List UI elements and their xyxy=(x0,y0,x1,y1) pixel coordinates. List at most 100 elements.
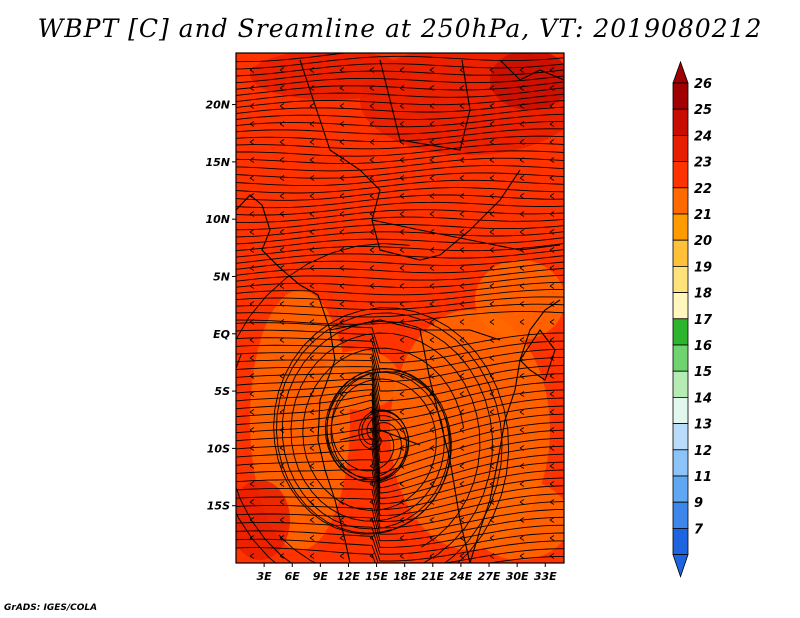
colorbar: 26 25 24 23 22 21 20 19 18 17 16 15 14 13 12 11 9 7 xyxy=(672,60,713,578)
flow-arrow xyxy=(249,499,255,505)
flow-arrow xyxy=(369,229,375,235)
colorbar-min-arrow xyxy=(672,554,689,578)
flow-arrow xyxy=(489,103,495,109)
flow-arrow xyxy=(459,427,465,433)
streamline xyxy=(236,194,564,209)
flow-arrow xyxy=(339,283,345,289)
flow-arrow xyxy=(249,283,255,289)
chart-title: WBPT [C] and Sreamline at 250hPa, VT: 20… xyxy=(37,14,763,43)
lat-tick-label: 15N xyxy=(205,156,230,169)
flow-arrow xyxy=(489,355,495,361)
flow-arrow xyxy=(339,553,345,559)
streamline xyxy=(236,237,564,252)
colorbar-swatch xyxy=(672,449,689,477)
flow-arrow xyxy=(369,391,375,397)
shading-region xyxy=(250,53,410,100)
colorbar-swatch xyxy=(672,370,689,398)
streamline xyxy=(236,459,564,511)
flow-arrow xyxy=(339,193,345,199)
flow-arrow xyxy=(339,481,345,487)
streamline xyxy=(236,128,564,142)
lat-tick-label: 10S xyxy=(207,442,230,455)
flow-arrow xyxy=(249,301,255,307)
colorbar-level-label: 11 xyxy=(694,470,712,485)
flow-arrow xyxy=(339,121,345,127)
flow-arrow xyxy=(279,427,285,433)
colorbar-swatch xyxy=(672,423,689,451)
flow-arrow xyxy=(549,67,555,73)
boundary-line xyxy=(339,429,421,446)
flow-arrow xyxy=(369,283,375,289)
flow-arrow xyxy=(549,85,555,91)
boundary-line xyxy=(519,329,556,381)
flow-arrow xyxy=(399,175,405,181)
flow-arrow xyxy=(459,517,465,523)
flow-arrow xyxy=(399,67,405,73)
streamline xyxy=(236,172,564,187)
flow-arrow xyxy=(429,481,435,487)
flow-arrow xyxy=(519,211,525,217)
flow-arrow xyxy=(519,265,525,271)
colorbar-swatch xyxy=(672,161,689,189)
flow-arrow xyxy=(429,301,435,307)
flow-arrow xyxy=(309,355,315,361)
flow-arrow xyxy=(489,85,495,91)
flow-arrow xyxy=(489,121,495,127)
flow-arrow xyxy=(459,193,465,199)
flow-arrow xyxy=(519,139,525,145)
flow-arrow xyxy=(489,67,495,73)
flow-arrow xyxy=(309,553,315,559)
flow-arrow xyxy=(519,427,525,433)
streamline xyxy=(236,274,564,288)
flow-arrow xyxy=(519,409,525,415)
flow-arrow xyxy=(489,319,495,325)
flow-arrow xyxy=(339,535,345,541)
colorbar-level-label: 26 xyxy=(694,77,712,92)
flow-arrow xyxy=(309,229,315,235)
flow-arrow xyxy=(429,175,435,181)
streamline xyxy=(236,303,564,318)
flow-arrow xyxy=(549,121,555,127)
streamline xyxy=(236,81,564,96)
flow-arrow xyxy=(399,319,405,325)
flow-arrow xyxy=(249,355,255,361)
streamline xyxy=(236,344,564,382)
flow-arrow xyxy=(429,139,435,145)
flow-arrow xyxy=(369,247,375,253)
streamline xyxy=(236,100,564,114)
streamline xyxy=(236,255,564,270)
flow-arrow xyxy=(339,157,345,163)
colorbar-swatch xyxy=(672,108,689,136)
flow-arrow xyxy=(369,193,375,199)
flow-arrow xyxy=(279,499,285,505)
flow-arrow xyxy=(279,85,285,91)
flow-arrow xyxy=(339,319,345,325)
flow-arrow xyxy=(309,499,315,505)
flow-arrow xyxy=(309,319,315,325)
lon-tick-label: 6E xyxy=(285,570,301,583)
flow-arrow xyxy=(489,157,495,163)
colorbar-swatch xyxy=(672,134,689,162)
flow-arrow xyxy=(459,373,465,379)
boundary-line xyxy=(299,59,521,261)
flow-arrow xyxy=(549,337,555,343)
streamline xyxy=(236,281,564,296)
streamline xyxy=(236,538,564,563)
flow-arrow xyxy=(339,103,345,109)
colorbar-swatch xyxy=(672,292,689,320)
flow-arrow xyxy=(339,211,345,217)
flow-arrow xyxy=(309,427,315,433)
flow-arrow xyxy=(399,121,405,127)
flow-arrow xyxy=(399,265,405,271)
flow-arrow xyxy=(399,301,405,307)
streamline xyxy=(236,389,564,453)
flow-arrow xyxy=(249,481,255,487)
flow-arrow xyxy=(519,283,525,289)
streamline xyxy=(236,187,564,201)
flow-arrow xyxy=(309,301,315,307)
flow-arrow xyxy=(369,355,375,361)
flow-arrow xyxy=(549,139,555,145)
coastlines-borders xyxy=(236,59,564,563)
streamline xyxy=(236,216,564,231)
colorbar-level-label: 12 xyxy=(694,444,712,459)
